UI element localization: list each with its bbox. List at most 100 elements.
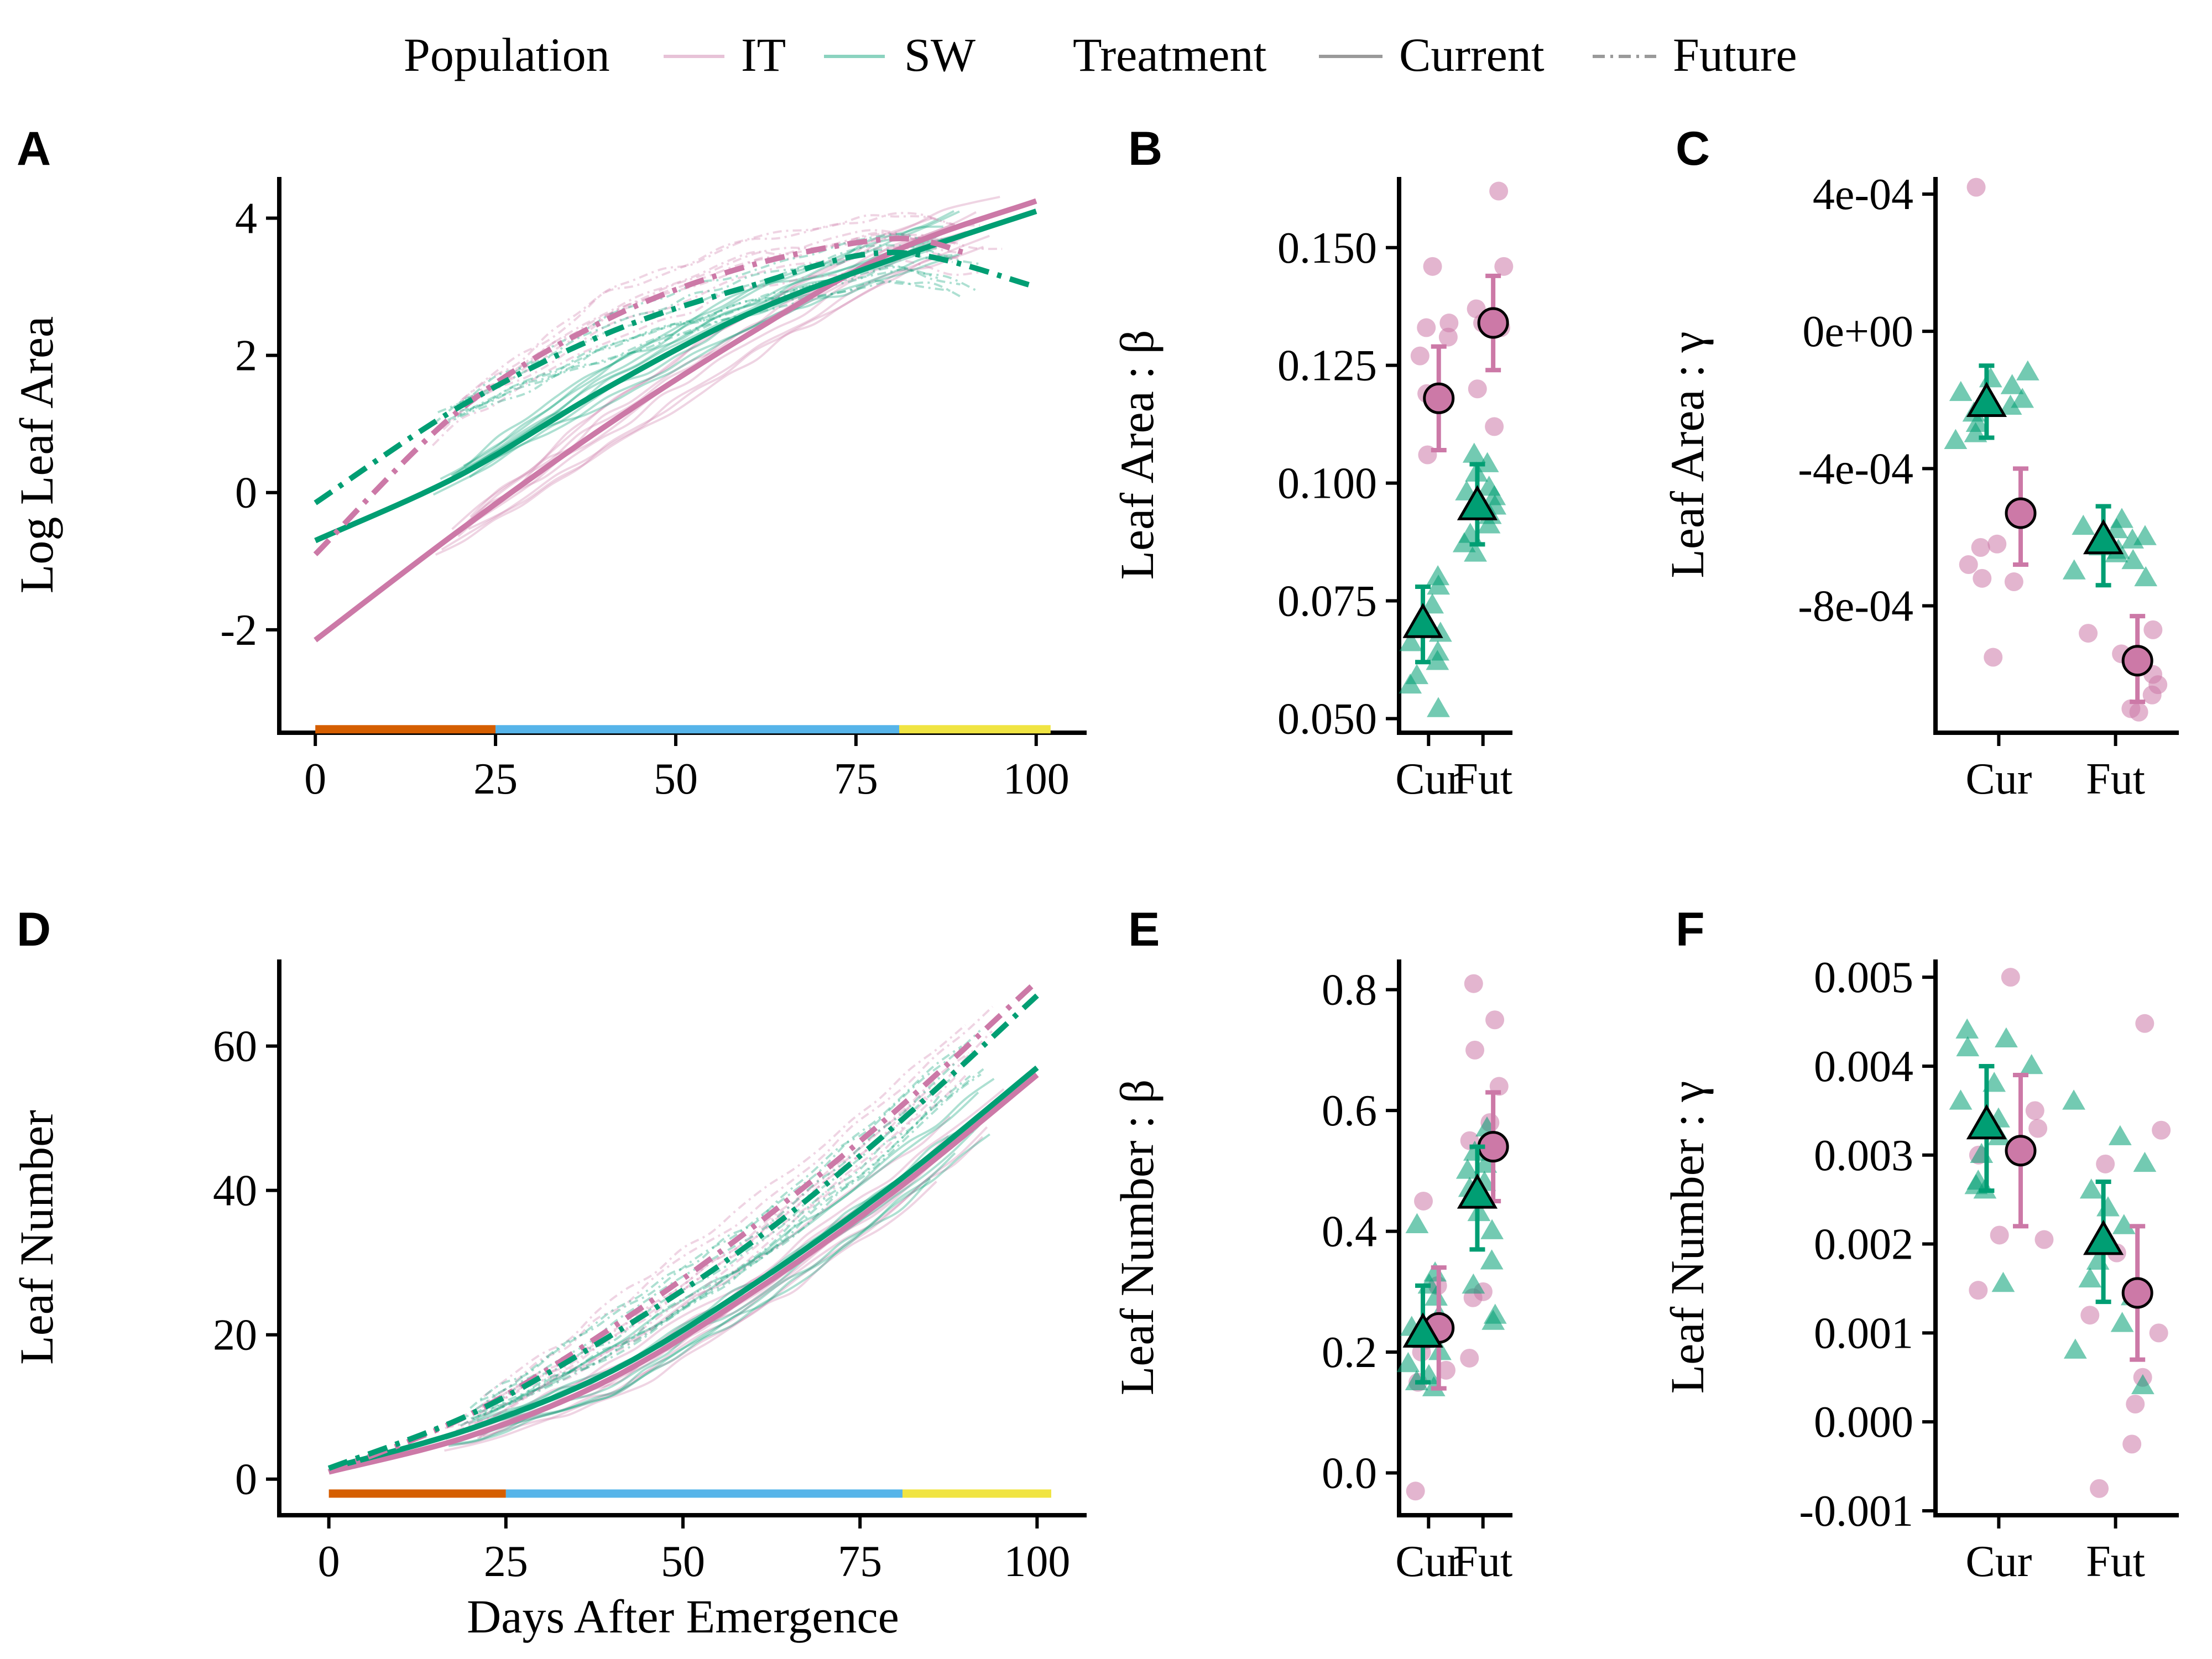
panel-e-point-sw — [1480, 1219, 1504, 1239]
panel-f-point-sw — [1956, 1036, 1980, 1057]
panel-c-point-it — [1971, 538, 1990, 557]
panel-c-point-it — [2142, 685, 2162, 705]
panel-c-point-it — [1973, 568, 1992, 588]
panel-d-y-tick-label: 20 — [213, 1311, 257, 1360]
panel-b-point-it — [1438, 327, 1458, 347]
panel-b-y-title: Leaf Area : β — [1110, 330, 1164, 580]
individual-line — [482, 1006, 994, 1406]
legend-treatment-title: Treatment — [1073, 28, 1266, 81]
panel-f-mean-it — [2005, 1135, 2037, 1167]
panel-d-x-tick-label: 100 — [1004, 1537, 1070, 1586]
panel-c-point-it — [1987, 534, 2007, 554]
panel-c-point-it — [1984, 648, 2003, 667]
panel-e-y-tick-label: 0.8 — [1322, 966, 1377, 1015]
individual-line — [451, 1133, 990, 1442]
panel-c-mean-sw — [1966, 382, 2007, 418]
legend-population-title: Population — [404, 28, 610, 81]
panel-c-point-sw — [2121, 528, 2144, 549]
panel-f-x-tick-label: Fut — [2086, 1537, 2145, 1586]
panel-a-x-tick-label: 50 — [654, 755, 698, 804]
panel-e-y-title: Leaf Number : β — [1110, 1079, 1164, 1395]
panel-c-mean-it — [2005, 497, 2037, 529]
panel-c-point-sw — [2062, 559, 2086, 580]
panel-b-point-it — [1417, 318, 1436, 337]
panel-b-y-tick-label: 0.075 — [1277, 577, 1377, 626]
individual-line — [481, 1082, 936, 1408]
individual-line — [460, 280, 951, 412]
panel-f-point-sw — [1949, 1089, 1973, 1110]
panel-c-point-sw — [1965, 411, 1989, 432]
panel-f-point-sw — [2078, 1267, 2102, 1288]
individual-line — [456, 211, 977, 534]
panel-f-point-sw — [1995, 1027, 2018, 1048]
panel-e-mean-sw — [1457, 1173, 1498, 1209]
panel-c-point-sw — [1944, 429, 1968, 449]
panel-b-mean-it — [1477, 307, 1509, 339]
panel-c-y-tick-label: 0e+00 — [1802, 307, 1913, 356]
panel-f-point-sw — [2079, 1178, 2103, 1199]
panel-c-point-it — [1966, 178, 1986, 197]
panel-b-y-tick-label: 0.150 — [1277, 224, 1377, 273]
individual-line — [445, 1117, 985, 1440]
panel-e-point-sw — [1425, 1285, 1448, 1306]
individual-line — [460, 1092, 943, 1420]
panel-f-y-tick-label: 0.005 — [1814, 953, 1913, 1002]
panel-f-point-it — [2122, 1434, 2142, 1454]
panel-tag-e: E — [1128, 903, 1160, 956]
panel-b-mean-sw — [1457, 485, 1498, 520]
panel-tag-b: B — [1128, 122, 1162, 175]
panel-f-point-it — [2152, 1120, 2171, 1140]
panel-b-point-sw — [1477, 513, 1501, 534]
individual-line — [448, 1126, 988, 1446]
panel-f-y-tick-label: -0.001 — [1799, 1487, 1913, 1536]
panel-d-y-tick-label: 60 — [213, 1022, 257, 1071]
panel-e-point-sw — [1396, 1352, 1420, 1373]
panel-a-y-title: Log Leaf Area — [10, 316, 63, 593]
panel-f-y-title: Leaf Number : γ — [1661, 1081, 1714, 1394]
panel-c-x-tick-label: Cur — [1965, 755, 2032, 804]
legend-label-current: Current — [1399, 28, 1545, 81]
panel-b-point-sw — [1426, 650, 1449, 670]
panel-f-point-sw — [2096, 1196, 2120, 1217]
panel-e-point-it — [1436, 1360, 1455, 1380]
panel-f-point-it — [2028, 1119, 2048, 1138]
panel-tag-f: F — [1676, 903, 1705, 956]
panel-b-point-it — [1423, 257, 1442, 276]
panel-d-x-title: Days After Emergence — [467, 1590, 899, 1643]
panel-d-x-tick-label: 50 — [661, 1537, 705, 1586]
panel-tag-c: C — [1676, 122, 1710, 175]
individual-line — [481, 1030, 993, 1412]
panel-f-point-sw — [2133, 1151, 2157, 1172]
individual-line — [469, 265, 961, 410]
panel-f-point-it — [2034, 1230, 2054, 1249]
individual-line — [483, 1078, 995, 1416]
panel-f-point-it — [2135, 1014, 2154, 1033]
panel-b-mean-it — [1423, 382, 1455, 414]
panel-a-mean-line-sw-future — [314, 249, 1037, 505]
individual-line — [447, 268, 938, 421]
panel-f-y-tick-label: 0.001 — [1814, 1309, 1913, 1358]
panel-e-point-it — [1414, 1191, 1433, 1211]
panel-b-point-it — [1439, 314, 1459, 333]
panel-b-point-it — [1410, 346, 1430, 366]
individual-line — [460, 1075, 971, 1427]
panel-b-point-sw — [1427, 697, 1450, 717]
panel-f-point-sw — [2110, 1312, 2134, 1332]
panel-c-x-tick-label: Fut — [2086, 755, 2145, 804]
panel-e-point-it — [1465, 1040, 1485, 1060]
panel-b-point-sw — [1464, 541, 1487, 562]
panel-c-point-sw — [2134, 566, 2158, 587]
panel-a-x-tick-label: 75 — [834, 755, 878, 804]
panel-f-point-sw — [1991, 1271, 2015, 1292]
panel-b-point-sw — [1483, 485, 1506, 505]
panel-c-point-sw — [2011, 388, 2034, 408]
individual-line — [451, 196, 1000, 530]
panel-b-point-it — [1489, 181, 1509, 201]
panel-a-mean-line-it-current — [314, 198, 1037, 643]
individual-line — [458, 1052, 970, 1420]
panel-e-y-tick-label: 0.4 — [1322, 1208, 1377, 1256]
individual-line — [468, 254, 959, 530]
